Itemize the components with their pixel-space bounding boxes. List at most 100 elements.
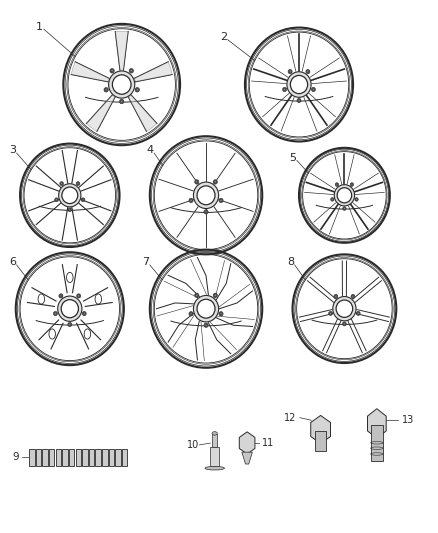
Ellipse shape (337, 188, 352, 203)
Polygon shape (71, 62, 109, 82)
Ellipse shape (55, 198, 58, 201)
Ellipse shape (82, 199, 84, 200)
Ellipse shape (351, 184, 353, 185)
FancyBboxPatch shape (36, 449, 41, 466)
FancyBboxPatch shape (42, 449, 48, 466)
Text: 2: 2 (220, 32, 227, 42)
Text: 9: 9 (12, 453, 19, 463)
Ellipse shape (214, 181, 216, 183)
Ellipse shape (331, 198, 334, 201)
Ellipse shape (61, 183, 63, 184)
Text: 8: 8 (287, 257, 294, 267)
FancyBboxPatch shape (315, 431, 326, 451)
Ellipse shape (298, 100, 300, 101)
Text: 3: 3 (9, 146, 16, 156)
Ellipse shape (197, 186, 215, 205)
FancyBboxPatch shape (371, 425, 383, 461)
Ellipse shape (335, 183, 339, 187)
Ellipse shape (194, 293, 199, 297)
Ellipse shape (335, 295, 337, 297)
Ellipse shape (357, 312, 359, 314)
Ellipse shape (350, 183, 353, 187)
FancyBboxPatch shape (62, 449, 68, 466)
Ellipse shape (352, 295, 354, 297)
Ellipse shape (196, 294, 198, 296)
Ellipse shape (204, 323, 208, 327)
Text: 1: 1 (36, 21, 43, 31)
Ellipse shape (196, 181, 198, 183)
Ellipse shape (60, 295, 62, 297)
Polygon shape (134, 62, 172, 82)
Ellipse shape (287, 72, 311, 98)
Ellipse shape (219, 312, 223, 316)
Ellipse shape (59, 294, 63, 298)
Ellipse shape (334, 184, 355, 206)
FancyBboxPatch shape (95, 449, 101, 466)
FancyBboxPatch shape (102, 449, 108, 466)
Ellipse shape (53, 311, 57, 316)
FancyBboxPatch shape (115, 449, 121, 466)
Ellipse shape (328, 311, 332, 316)
Ellipse shape (288, 69, 292, 74)
Ellipse shape (194, 182, 219, 208)
Ellipse shape (330, 312, 332, 314)
Ellipse shape (205, 466, 224, 470)
FancyBboxPatch shape (212, 434, 217, 447)
Ellipse shape (214, 294, 216, 296)
Polygon shape (239, 432, 255, 454)
Ellipse shape (343, 207, 346, 211)
Polygon shape (87, 95, 115, 131)
Ellipse shape (129, 69, 134, 73)
Ellipse shape (113, 75, 131, 94)
Ellipse shape (212, 432, 217, 435)
Ellipse shape (121, 100, 123, 102)
Polygon shape (128, 95, 157, 131)
Ellipse shape (220, 313, 222, 315)
Ellipse shape (334, 294, 338, 298)
FancyBboxPatch shape (29, 449, 35, 466)
Text: 11: 11 (262, 438, 274, 448)
Text: 7: 7 (142, 257, 149, 267)
Polygon shape (367, 409, 386, 438)
Ellipse shape (189, 312, 193, 316)
Ellipse shape (289, 71, 291, 72)
Polygon shape (311, 415, 331, 443)
Ellipse shape (194, 180, 199, 184)
Ellipse shape (81, 198, 85, 201)
Ellipse shape (111, 70, 113, 72)
Ellipse shape (356, 199, 357, 200)
Ellipse shape (311, 87, 315, 92)
FancyBboxPatch shape (89, 449, 94, 466)
Ellipse shape (213, 293, 217, 297)
FancyBboxPatch shape (82, 449, 88, 466)
Ellipse shape (333, 296, 356, 321)
Ellipse shape (68, 208, 72, 212)
Ellipse shape (76, 182, 80, 185)
Ellipse shape (190, 199, 192, 201)
Ellipse shape (58, 296, 82, 321)
Ellipse shape (284, 88, 286, 91)
Ellipse shape (356, 311, 360, 316)
Ellipse shape (194, 295, 219, 322)
Ellipse shape (54, 312, 57, 314)
Ellipse shape (343, 322, 346, 326)
Ellipse shape (68, 322, 72, 327)
FancyBboxPatch shape (122, 449, 127, 466)
Ellipse shape (197, 299, 215, 318)
Ellipse shape (205, 324, 207, 326)
FancyBboxPatch shape (109, 449, 114, 466)
Ellipse shape (82, 311, 86, 316)
Ellipse shape (189, 198, 193, 203)
Ellipse shape (105, 88, 107, 91)
Ellipse shape (135, 87, 139, 92)
Ellipse shape (219, 198, 223, 203)
Ellipse shape (60, 182, 64, 185)
Ellipse shape (332, 199, 333, 200)
Ellipse shape (56, 199, 57, 200)
Ellipse shape (120, 99, 124, 104)
Text: 10: 10 (187, 440, 199, 450)
Ellipse shape (83, 312, 85, 314)
Ellipse shape (343, 323, 345, 325)
Text: 12: 12 (284, 413, 297, 423)
Ellipse shape (130, 70, 132, 72)
